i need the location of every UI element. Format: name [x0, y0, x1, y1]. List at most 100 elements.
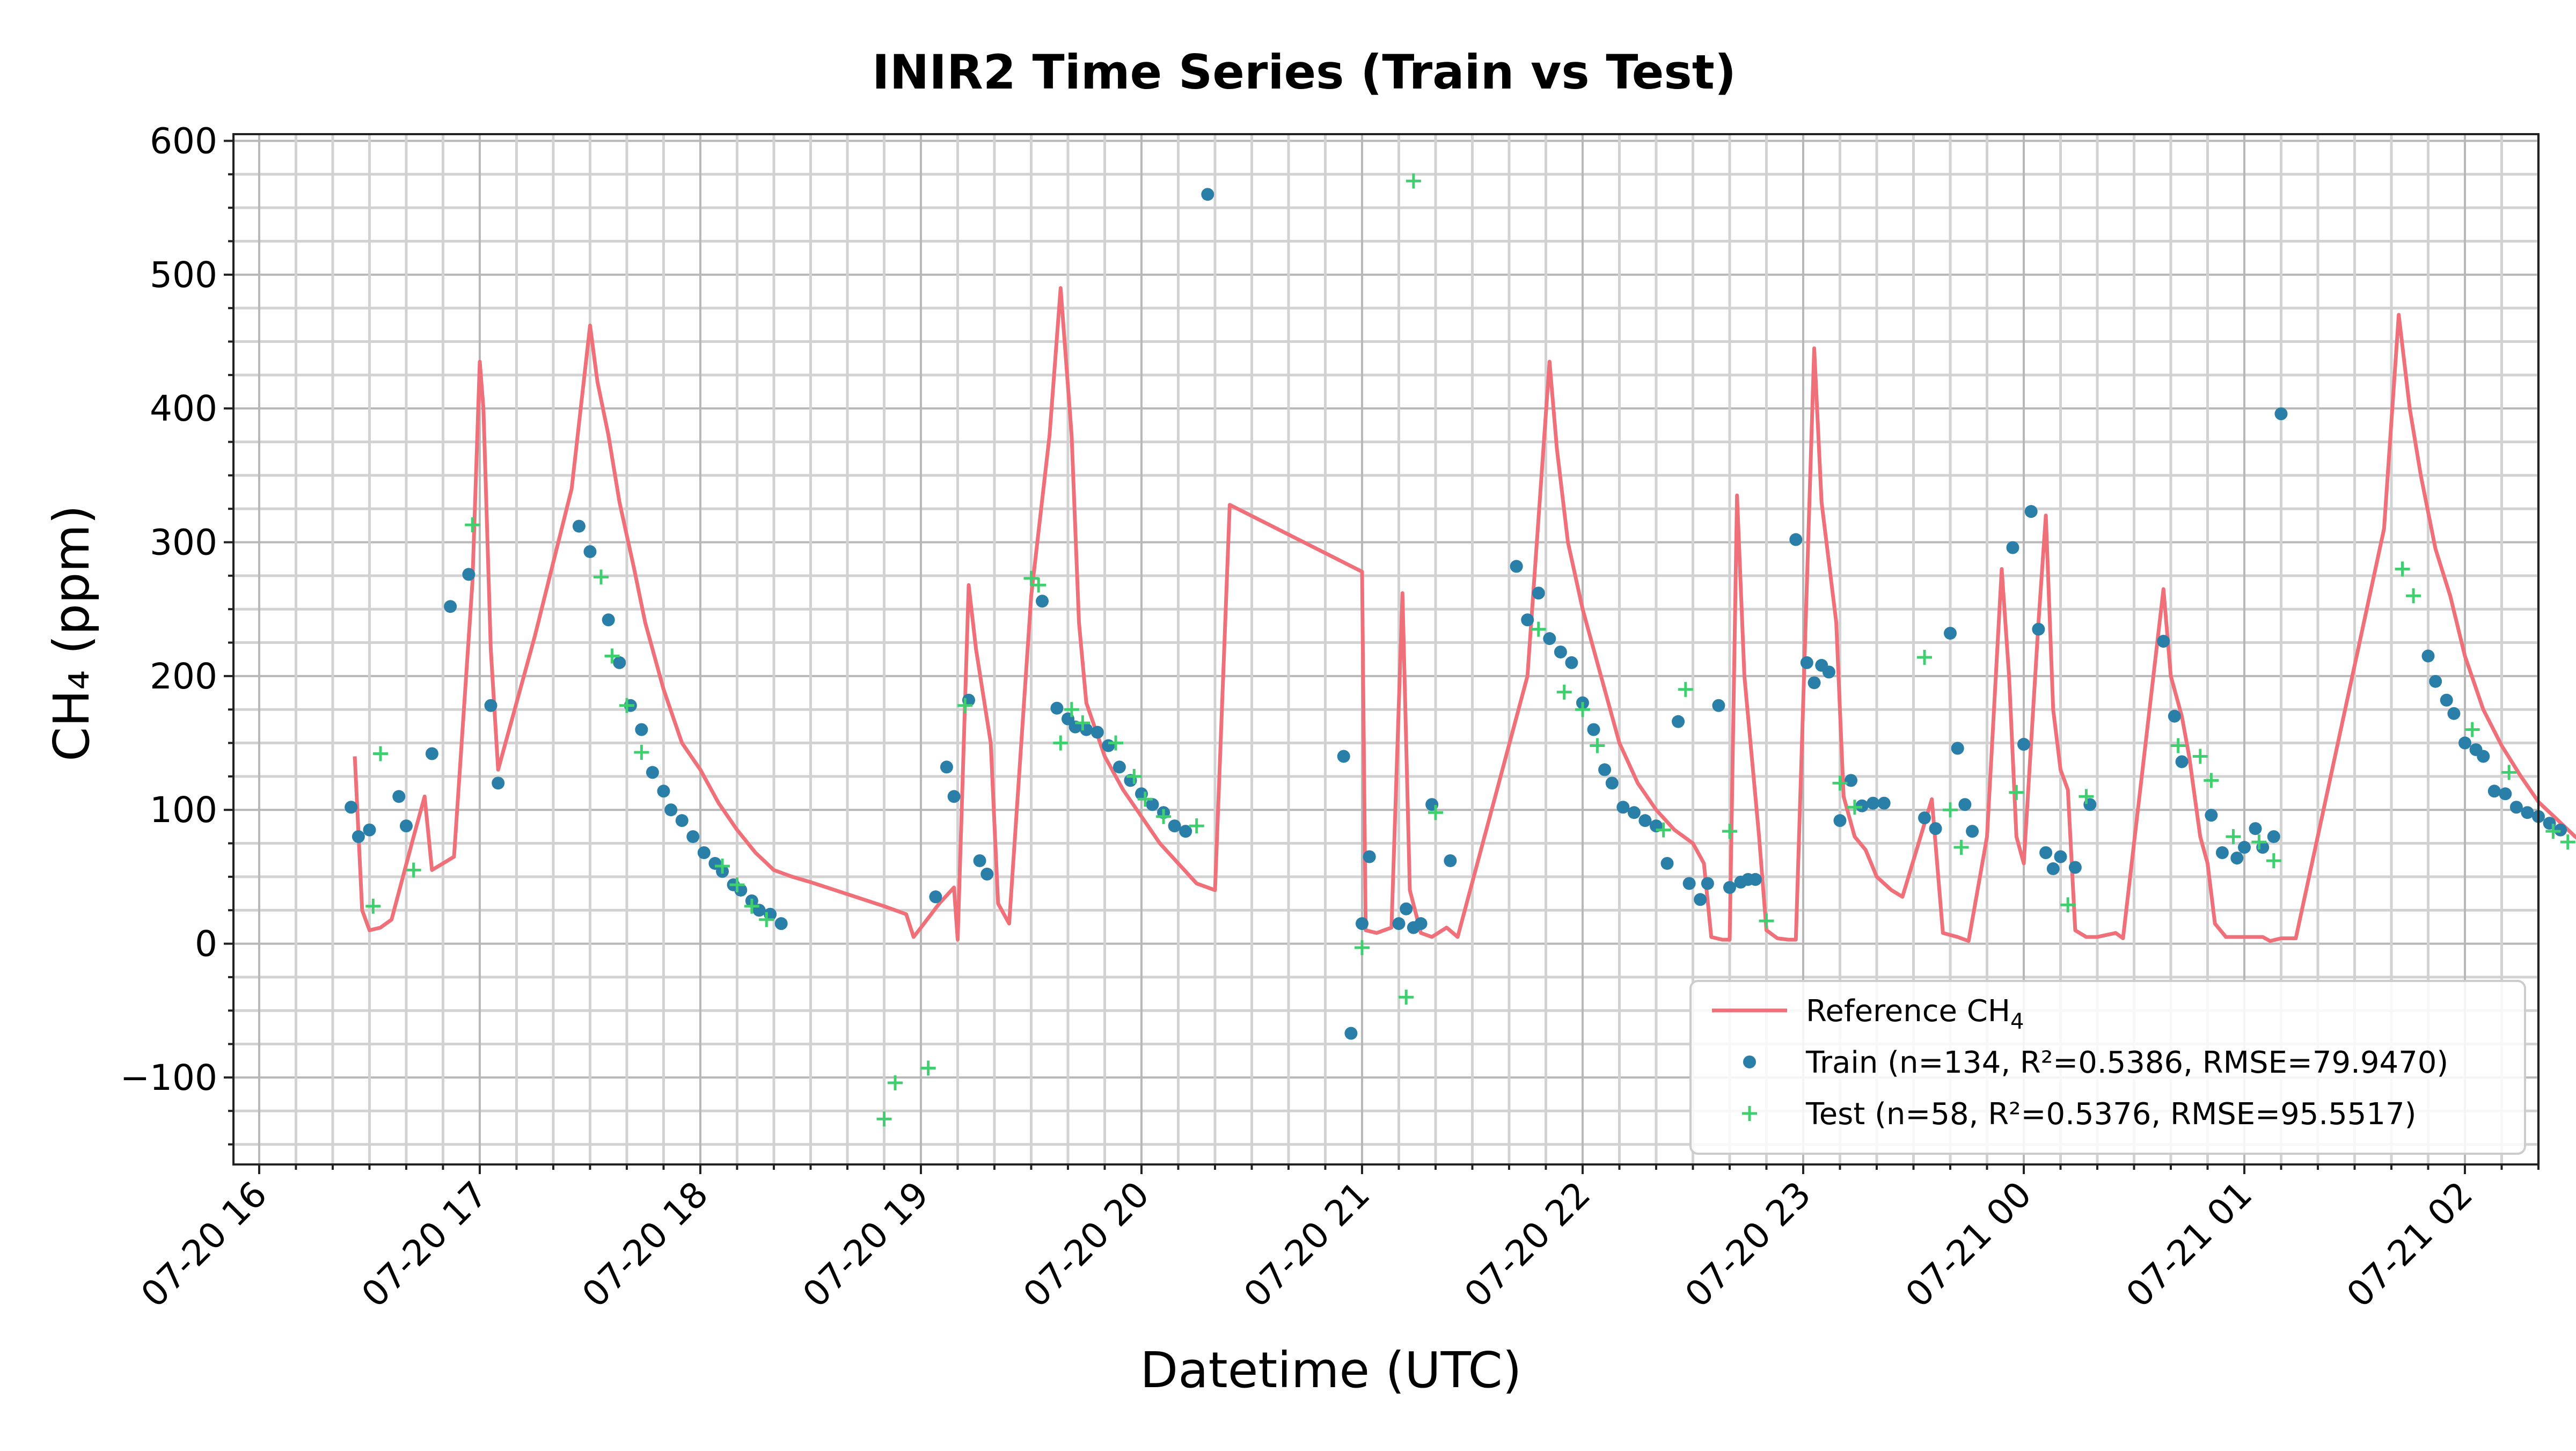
train-point	[646, 766, 659, 779]
test-point	[888, 1075, 903, 1090]
test-point	[2079, 789, 2094, 804]
test-point	[1354, 940, 1370, 956]
train-point	[1701, 877, 1714, 890]
train-point	[462, 568, 475, 581]
train-point	[1201, 188, 1214, 201]
train-point	[2175, 755, 2189, 768]
train-point	[1521, 613, 1534, 627]
train-point	[1050, 701, 1064, 715]
train-point	[664, 803, 678, 817]
train-point	[1102, 739, 1115, 752]
train-point	[2215, 846, 2229, 860]
test-point	[604, 648, 620, 664]
train-point	[1800, 656, 1813, 669]
legend-item: Train (n=134, R²=0.5386, RMSE=79.9470)	[1743, 1045, 2448, 1080]
test-point	[1847, 800, 1862, 815]
train-point	[2054, 850, 2067, 863]
train-point	[2046, 862, 2060, 875]
test-point	[2251, 834, 2267, 850]
train-point	[1532, 587, 1545, 600]
test-point	[2060, 897, 2076, 913]
train-point	[2039, 846, 2053, 860]
test-point	[957, 698, 973, 713]
train-point	[1918, 811, 1931, 825]
train-point	[2168, 709, 2181, 723]
test-point	[2406, 588, 2421, 604]
train-point	[1179, 825, 1192, 838]
test-point	[365, 898, 381, 914]
x-tick-label: 07-21 01	[2118, 1174, 2260, 1315]
train-point	[1510, 560, 1523, 573]
x-axis-label: Datetime (UTC)	[1140, 1342, 1521, 1399]
test-point	[2501, 765, 2517, 780]
train-point	[2017, 738, 2030, 751]
test-point	[1053, 735, 1069, 751]
legend-circle-swatch	[1743, 1056, 1756, 1068]
train-point	[1672, 715, 1685, 728]
train-point	[1565, 656, 1578, 669]
train-point	[352, 830, 365, 844]
train-point	[1723, 881, 1736, 894]
train-point	[1877, 796, 1891, 810]
test-point	[1722, 824, 1737, 839]
train-point	[399, 819, 413, 833]
train-point	[2429, 675, 2442, 688]
legend-item: Reference CH4	[1712, 994, 2024, 1034]
train-point	[1616, 801, 1630, 814]
test-point	[619, 698, 634, 713]
train-point	[2006, 541, 2019, 554]
train-point	[2249, 822, 2262, 836]
train-point	[363, 823, 376, 837]
train-point	[1091, 726, 1104, 739]
train-point	[697, 846, 711, 860]
x-tick-label: 07-20 20	[1015, 1174, 1157, 1315]
train-point	[345, 801, 358, 814]
test-point	[715, 858, 730, 874]
train-point	[1337, 750, 1350, 763]
train-point	[1943, 627, 1957, 640]
train-point	[1660, 856, 1674, 870]
train-point	[1414, 917, 1428, 930]
x-tick-label: 07-20 21	[1236, 1174, 1378, 1315]
test-point	[1832, 775, 1848, 791]
test-point	[1953, 840, 1969, 855]
train-point	[613, 656, 626, 669]
test-point	[729, 877, 745, 892]
train-point	[1036, 595, 1049, 608]
train-point	[1400, 902, 1413, 915]
train-point	[2487, 785, 2501, 798]
train-point	[2421, 649, 2435, 663]
test-point	[1556, 684, 1572, 700]
test-point	[876, 1111, 892, 1127]
train-point	[2509, 801, 2523, 814]
train-point	[2499, 787, 2512, 801]
y-axis-ticks: −100 0 100 200 300 400 500 600	[120, 120, 233, 1146]
train-point	[2477, 750, 2490, 763]
train-point	[2237, 841, 2251, 854]
train-point	[2157, 635, 2170, 648]
x-tick-label: 07-20 18	[574, 1174, 716, 1315]
train-series	[345, 188, 2567, 1040]
y-tick-label: 300	[150, 522, 217, 563]
legend-item: Test (n=58, R²=0.5376, RMSE=95.5517)	[1742, 1097, 2417, 1132]
x-tick-label: 07-20 16	[133, 1174, 275, 1315]
legend-label: Test (n=58, R²=0.5376, RMSE=95.5517)	[1805, 1097, 2417, 1132]
train-point	[392, 790, 406, 803]
y-tick-label: 500	[150, 254, 217, 296]
test-point	[1759, 913, 1774, 929]
x-tick-label: 07-21 02	[2339, 1174, 2480, 1315]
x-tick-label: 07-20 19	[795, 1174, 936, 1315]
test-point	[406, 862, 421, 878]
test-point	[1678, 681, 1693, 697]
train-point	[2024, 505, 2038, 518]
test-point	[2464, 722, 2480, 737]
train-point	[1958, 798, 1972, 811]
train-point	[1113, 760, 1126, 774]
train-point	[1363, 850, 1376, 863]
train-point	[2068, 861, 2082, 874]
train-point	[947, 790, 961, 803]
legend-label: Reference CH4	[1806, 994, 2024, 1034]
train-point	[1748, 873, 1762, 886]
test-point	[1575, 702, 1590, 717]
